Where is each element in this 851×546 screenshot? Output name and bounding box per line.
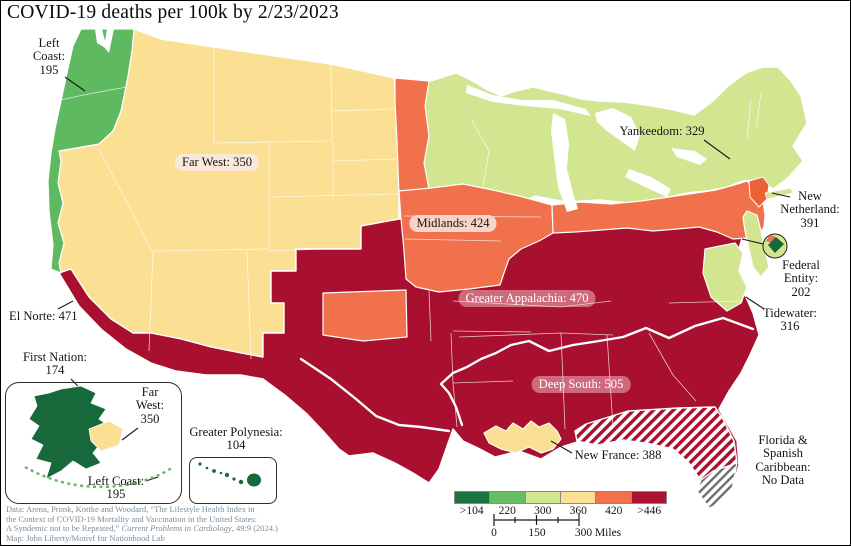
label-el-norte: El Norte: 471 bbox=[9, 309, 78, 323]
legend: >104 220 300 360 420 >446 bbox=[454, 491, 667, 517]
hawaii-inset-box bbox=[189, 457, 277, 504]
legend-color-ramp bbox=[454, 491, 667, 504]
leader-yankeedom bbox=[703, 139, 731, 160]
federal-entity-orange-wedge bbox=[766, 235, 776, 243]
region-left-coast bbox=[47, 28, 135, 274]
legend-swatch-3 bbox=[525, 491, 561, 504]
credits-journal-name: Current Problems in Cardiology bbox=[121, 523, 232, 534]
credits: Data: Arena, Pronk, Kottke and Woodard, … bbox=[6, 504, 278, 544]
boundary-elnorte-appalachia bbox=[299, 357, 451, 433]
scale-bar bbox=[493, 514, 580, 526]
label-federal-entity: Federal Entity: 202 bbox=[782, 258, 820, 299]
lake-huron bbox=[595, 108, 640, 151]
legend-swatch-4 bbox=[560, 491, 597, 504]
credits-line-2: the Context of COVID-19 Mortality and Va… bbox=[6, 513, 258, 524]
label-alaska-left-coast: Left Coast: 195 bbox=[87, 474, 145, 502]
credits-line-3: A Syndemic not to be Repeated,” Current … bbox=[6, 524, 278, 534]
leader-left-coast bbox=[64, 76, 86, 92]
federal-entity-dc-diamond bbox=[768, 237, 784, 253]
region-left-coast-aleutians bbox=[24, 465, 174, 489]
label-florida-caribbean: Florida & Spanish Caribbean: No Data bbox=[755, 433, 811, 488]
region-new-france bbox=[483, 420, 562, 454]
region-midlands-plains bbox=[398, 183, 554, 293]
legend-swatch-5 bbox=[596, 491, 632, 504]
label-new-netherland: New Netherland: 391 bbox=[780, 189, 840, 230]
boundary-appalachia-deepsouth bbox=[439, 316, 755, 427]
hawaii-inset bbox=[198, 462, 261, 487]
region-midlands-east-band bbox=[551, 180, 766, 240]
legend-swatch-6 bbox=[631, 491, 667, 504]
legend-label-6: >446 bbox=[637, 505, 662, 517]
credits-line-3-pre: A Syndemic not to be Repeated,” bbox=[6, 523, 122, 534]
page-title: COVID-19 deaths per 100k by 2/23/2023 bbox=[7, 2, 339, 23]
midlands-pill: Midlands: 424 bbox=[409, 215, 497, 232]
legend-label-5: 420 bbox=[605, 505, 623, 517]
credits-line-3-post: , 49:9 (2024.) bbox=[231, 523, 278, 534]
far-west-pill: Far West: 350 bbox=[174, 154, 260, 171]
label-yankeedom: Yankeedom: 329 bbox=[619, 124, 705, 138]
legend-label-4: 360 bbox=[569, 505, 587, 517]
legend-swatch-2 bbox=[490, 491, 526, 504]
lake-superior bbox=[466, 85, 591, 116]
leader-el-norte bbox=[57, 300, 74, 310]
lake-michigan bbox=[551, 113, 578, 212]
long-island bbox=[764, 187, 794, 200]
legend-labels: >104 220 300 360 420 >446 bbox=[454, 505, 667, 517]
legend-label-3: 300 bbox=[534, 505, 552, 517]
credits-line-4: Map: John Liberty/Motivf for Nationhood … bbox=[6, 533, 165, 544]
label-alaska-far-west: Far West: 350 bbox=[135, 385, 165, 426]
deep-south-pill: Deep South: 505 bbox=[531, 376, 631, 393]
region-spanish-caribbean-hatch bbox=[696, 462, 738, 509]
region-yankeedom bbox=[398, 66, 808, 223]
label-left-coast: Left Coast: 195 bbox=[32, 36, 66, 77]
label-far-west: Far West: 350 bbox=[174, 154, 260, 171]
region-tidewater-delmarva bbox=[742, 210, 770, 278]
label-new-france: New France: 388 bbox=[574, 448, 662, 462]
region-midlands-ok-patch bbox=[322, 289, 408, 342]
credits-line-1: Data: Arena, Pronk, Kottke and Woodard, … bbox=[6, 504, 255, 514]
chesapeake-bay bbox=[743, 237, 751, 281]
great-lakes bbox=[466, 85, 707, 212]
region-far-west-alaska bbox=[88, 420, 124, 452]
lake-erie bbox=[625, 169, 671, 197]
label-midlands: Midlands: 424 bbox=[409, 215, 497, 232]
federal-entity-inset bbox=[762, 233, 788, 259]
leader-tidewater bbox=[745, 296, 765, 310]
alaska-inset bbox=[24, 385, 174, 489]
label-first-nation: First Nation: 174 bbox=[22, 350, 88, 378]
leader-new-netherland bbox=[771, 192, 791, 198]
label-tidewater: Tidewater: 316 bbox=[762, 306, 818, 334]
legend-label-1: >104 bbox=[459, 505, 484, 517]
legend-swatch-1 bbox=[454, 491, 491, 504]
region-tidewater bbox=[702, 242, 748, 312]
label-deep-south: Deep South: 505 bbox=[531, 376, 631, 393]
scale-label-150: 150 bbox=[528, 527, 546, 539]
scale-label-0: 0 bbox=[491, 527, 497, 539]
leader-new-france bbox=[550, 440, 573, 454]
region-midlands-dakota-strip bbox=[394, 77, 430, 198]
label-greater-polynesia: Greater Polynesia: 104 bbox=[189, 425, 283, 453]
leader-alaska-far-west bbox=[121, 427, 139, 441]
greater-appalachia-pill: Greater Appalachia: 470 bbox=[458, 290, 596, 307]
label-greater-appalachia: Greater Appalachia: 470 bbox=[458, 290, 596, 307]
puget-sound-water2 bbox=[104, 29, 114, 53]
alaska-inset-box bbox=[5, 382, 182, 504]
scale-label-300-miles: 300 Miles bbox=[574, 527, 622, 539]
region-first-nation-alaska bbox=[28, 385, 110, 480]
legend-label-2: 220 bbox=[498, 505, 516, 517]
lake-ontario bbox=[671, 148, 707, 165]
puget-sound-water bbox=[95, 29, 107, 49]
leader-federal-entity bbox=[741, 238, 764, 245]
nation-boundaries bbox=[299, 237, 755, 433]
